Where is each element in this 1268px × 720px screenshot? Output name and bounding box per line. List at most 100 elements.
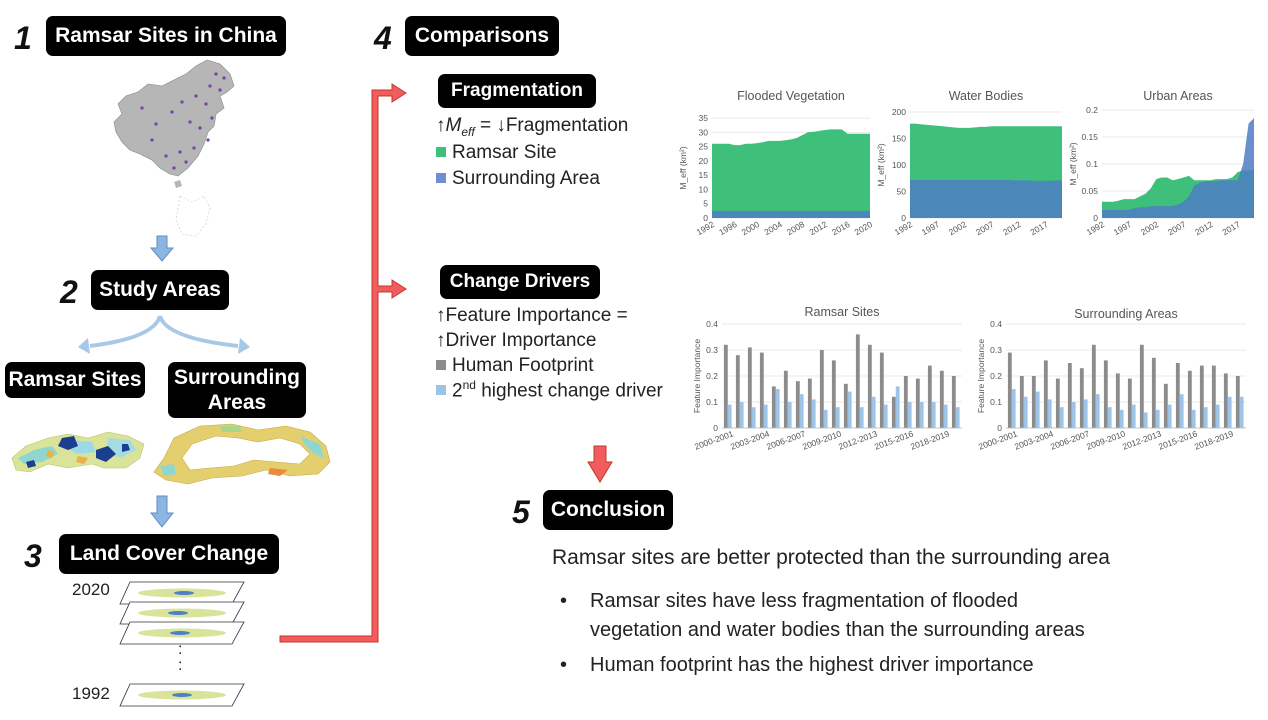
y-tick-label: 50: [897, 187, 907, 197]
x-tick-label: 1996: [717, 219, 739, 237]
landcover-layer-1992: [119, 683, 245, 707]
y-tick-label: 200: [892, 107, 906, 117]
bar-human-footprint: [1211, 365, 1216, 428]
chart-title: Water Bodies: [949, 89, 1024, 103]
conclusion-headline: Ramsar sites are better protected than t…: [552, 546, 1110, 569]
x-tick-label: 2000: [740, 219, 762, 237]
y-tick-label: 0: [901, 213, 906, 223]
south-sea-islands: [175, 195, 211, 237]
surrounding-area-landcover-map: [153, 423, 331, 485]
bar-human-footprint: [747, 347, 752, 428]
x-tick-label: 2003-2004: [1013, 428, 1055, 451]
step-4-number: 4: [374, 20, 392, 56]
y-tick-label: 0.1: [1086, 159, 1098, 169]
study-area-ramsar-sites: Ramsar Sites: [5, 362, 145, 398]
y-tick-label: 0.2: [706, 371, 718, 381]
bar-second-driver: [1143, 412, 1148, 428]
bar-second-driver: [751, 407, 756, 428]
x-tick-label: 2003-2004: [729, 428, 771, 451]
bar-second-driver: [787, 402, 792, 428]
bar-second-driver: [1191, 409, 1196, 428]
bar-second-driver: [1011, 389, 1016, 428]
bar-human-footprint: [1127, 378, 1132, 428]
area-series-surrounding-area: [712, 210, 870, 218]
y-tick-label: 5: [703, 199, 708, 209]
bar-human-footprint: [1007, 352, 1012, 428]
y-tick-label: 0.05: [1081, 186, 1098, 196]
bar-second-driver: [1239, 396, 1244, 428]
x-tick-label: 2020: [853, 219, 875, 237]
landcover-layer-3: [119, 621, 245, 645]
x-tick-label: 2018-2019: [1193, 428, 1235, 451]
x-tick-label: 2002: [1139, 219, 1161, 237]
bar-second-driver: [763, 404, 768, 428]
x-tick-label: 2008: [785, 219, 807, 237]
legend-second-driver: 2nd highest change driver: [436, 378, 663, 402]
y-axis-label: Feature Importance: [976, 339, 986, 413]
drivers-line-2: ↑Driver Importance: [436, 330, 597, 351]
chart-water-bodies: Water Bodies 0 50 100 150 200 M_eff (km²) 1992 1…: [876, 89, 1062, 237]
x-tick-label: 2006-2007: [765, 428, 807, 451]
bar-second-driver: [835, 407, 840, 428]
bar-second-driver: [1167, 404, 1172, 428]
bar-second-driver: [883, 404, 888, 428]
area-series-surrounding-area: [910, 179, 1062, 218]
legend-human-swatch: [436, 360, 446, 370]
x-tick-label: 1997: [920, 219, 942, 237]
year-2020-label: 2020: [72, 580, 110, 599]
bar-human-footprint: [843, 383, 848, 428]
bar-second-driver: [871, 396, 876, 428]
y-tick-label: 20: [699, 156, 709, 166]
legend-ramsar-site: Ramsar Site: [436, 142, 557, 164]
bar-human-footprint: [1031, 376, 1036, 428]
legend-second-swatch: [436, 385, 446, 396]
y-tick-label: 0.4: [990, 319, 1002, 329]
y-tick-label: 0.15: [1081, 132, 1098, 142]
bar-second-driver: [1215, 404, 1220, 428]
split-arrows: [78, 315, 250, 354]
chart-title: Surrounding Areas: [1074, 307, 1178, 321]
conclusion-bullet-2: Human footprint has the highest driver i…: [590, 654, 1034, 676]
x-tick-label: 2012-2013: [837, 428, 879, 451]
y-tick-label: 0.1: [706, 397, 718, 407]
chart-ramsar-sites-drivers: Ramsar Sites 0 0.1 0.2 0.3 0.4 Feature Importa…: [692, 305, 962, 452]
chart-urban-areas: Urban Areas 0 0.05 0.1 0.15 0.2 M_eff (km²) 199…: [1068, 89, 1254, 237]
bar-human-footprint: [771, 386, 776, 428]
bar-second-driver: [1131, 404, 1136, 428]
hainan-island: [174, 180, 182, 188]
bar-human-footprint: [1187, 370, 1192, 428]
step-5-number: 5: [512, 494, 530, 530]
bar-human-footprint: [1115, 373, 1120, 428]
bar-human-footprint: [1199, 365, 1204, 428]
step-2-number: 2: [60, 274, 78, 310]
bar-human-footprint: [1175, 363, 1180, 428]
fragmentation-equation: ↑Meff = ↓Fragmentation: [436, 115, 629, 139]
x-tick-label: 2007: [1166, 219, 1188, 237]
bar-second-driver: [1155, 409, 1160, 428]
legend-surrounding-area: Surrounding Area: [436, 168, 600, 190]
chart-title: Urban Areas: [1143, 89, 1212, 103]
bar-human-footprint: [951, 376, 956, 428]
bar-second-driver: [1203, 407, 1208, 428]
bar-second-driver: [1107, 407, 1112, 428]
stack-ellipsis-1: :: [178, 641, 183, 658]
y-tick-label: 150: [892, 134, 906, 144]
bar-human-footprint: [1055, 378, 1060, 428]
legend-human-footprint: Human Footprint: [436, 355, 594, 377]
china-map-shape: [113, 59, 235, 177]
bar-human-footprint: [879, 352, 884, 428]
x-tick-label: 1992: [1085, 219, 1107, 237]
bar-second-driver: [799, 394, 804, 428]
x-tick-label: 2007: [974, 219, 996, 237]
bar-second-driver: [1059, 407, 1064, 428]
bar-second-driver: [1035, 391, 1040, 428]
landcover-stack: [119, 581, 245, 645]
bar-second-driver: [895, 386, 900, 428]
bar-human-footprint: [1043, 360, 1048, 428]
bullet-dot-2: •: [560, 654, 568, 676]
chart-surrounding-areas-drivers: Surrounding Areas 0 0.1 0.2 0.3 0.4 Feature Im…: [976, 307, 1246, 452]
bar-human-footprint: [1067, 363, 1072, 428]
bar-second-driver: [847, 391, 852, 428]
y-tick-label: 100: [892, 160, 906, 170]
